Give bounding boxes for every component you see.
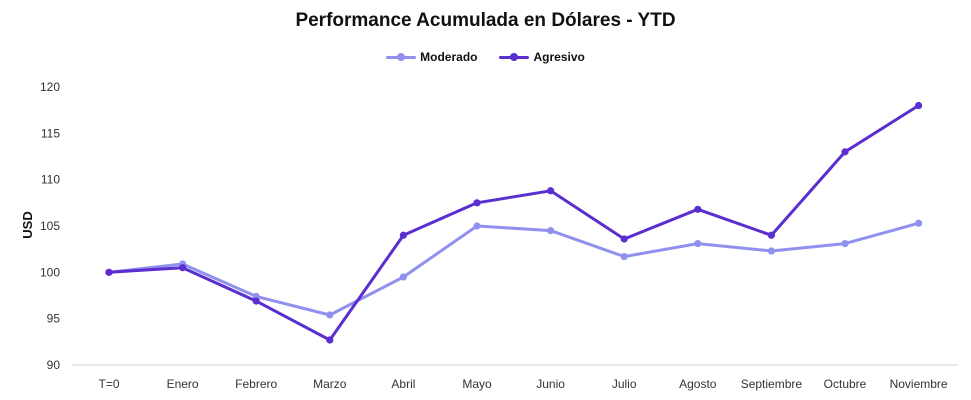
data-point-agresivo: [326, 336, 334, 344]
data-point-moderado: [694, 240, 702, 248]
data-point-agresivo: [841, 148, 849, 156]
legend-swatch-moderado: [386, 52, 417, 62]
data-point-agresivo: [915, 101, 923, 110]
series-line-moderado: [107, 221, 921, 317]
y-tick-label: 115: [41, 126, 60, 140]
x-tick-label: T=0: [98, 377, 119, 391]
x-tick-label: Mayo: [462, 377, 492, 391]
data-point-moderado: [620, 252, 628, 261]
y-tick-label: 90: [47, 358, 61, 372]
data-point-moderado: [473, 222, 481, 230]
series-line-agresivo: [107, 104, 921, 342]
data-point-agresivo: [473, 199, 481, 207]
data-point-agresivo: [767, 231, 776, 239]
data-point-moderado: [547, 227, 555, 235]
y-tick-label: 95: [47, 312, 61, 326]
data-point-agresivo: [252, 297, 260, 305]
data-point-agresivo: [547, 187, 555, 195]
x-tick-label: Octubre: [824, 377, 867, 391]
data-point-moderado: [326, 311, 334, 319]
x-tick-label: Junio: [536, 377, 565, 391]
x-tick-label: Noviembre: [890, 377, 948, 391]
x-tick-label: Abril: [391, 377, 415, 391]
legend-swatch-agresivo: [499, 52, 530, 62]
data-point-agresivo: [105, 268, 113, 276]
x-tick-label: Marzo: [313, 377, 347, 391]
legend-item-moderado[interactable]: Moderado: [386, 50, 477, 64]
data-point-moderado: [841, 240, 849, 248]
data-point-moderado: [915, 219, 923, 227]
x-tick-label: Septiembre: [741, 377, 803, 391]
y-tick-label: 100: [40, 265, 60, 279]
y-tick-label: 110: [41, 173, 60, 187]
data-point-agresivo: [620, 235, 628, 243]
y-tick-label: 120: [40, 80, 60, 94]
data-point-agresivo: [694, 205, 702, 213]
data-point-agresivo: [399, 231, 407, 239]
y-axis-label: USD: [20, 211, 35, 238]
x-tick-label: Julio: [612, 377, 637, 391]
chart-title: Performance Acumulada en Dólares - YTD: [295, 10, 676, 31]
data-point-moderado: [399, 273, 407, 281]
x-tick-label: Agosto: [679, 377, 717, 391]
y-tick-label: 105: [40, 219, 60, 233]
data-point-moderado: [767, 247, 776, 255]
legend: Moderado Agresivo: [0, 50, 971, 64]
legend-label-agresivo: Agresivo: [533, 50, 585, 64]
x-tick-label: Enero: [167, 377, 199, 391]
legend-label-moderado: Moderado: [420, 50, 478, 64]
data-point-agresivo: [179, 264, 187, 272]
x-tick-label: Febrero: [235, 377, 277, 391]
legend-item-agresivo[interactable]: Agresivo: [499, 50, 585, 64]
